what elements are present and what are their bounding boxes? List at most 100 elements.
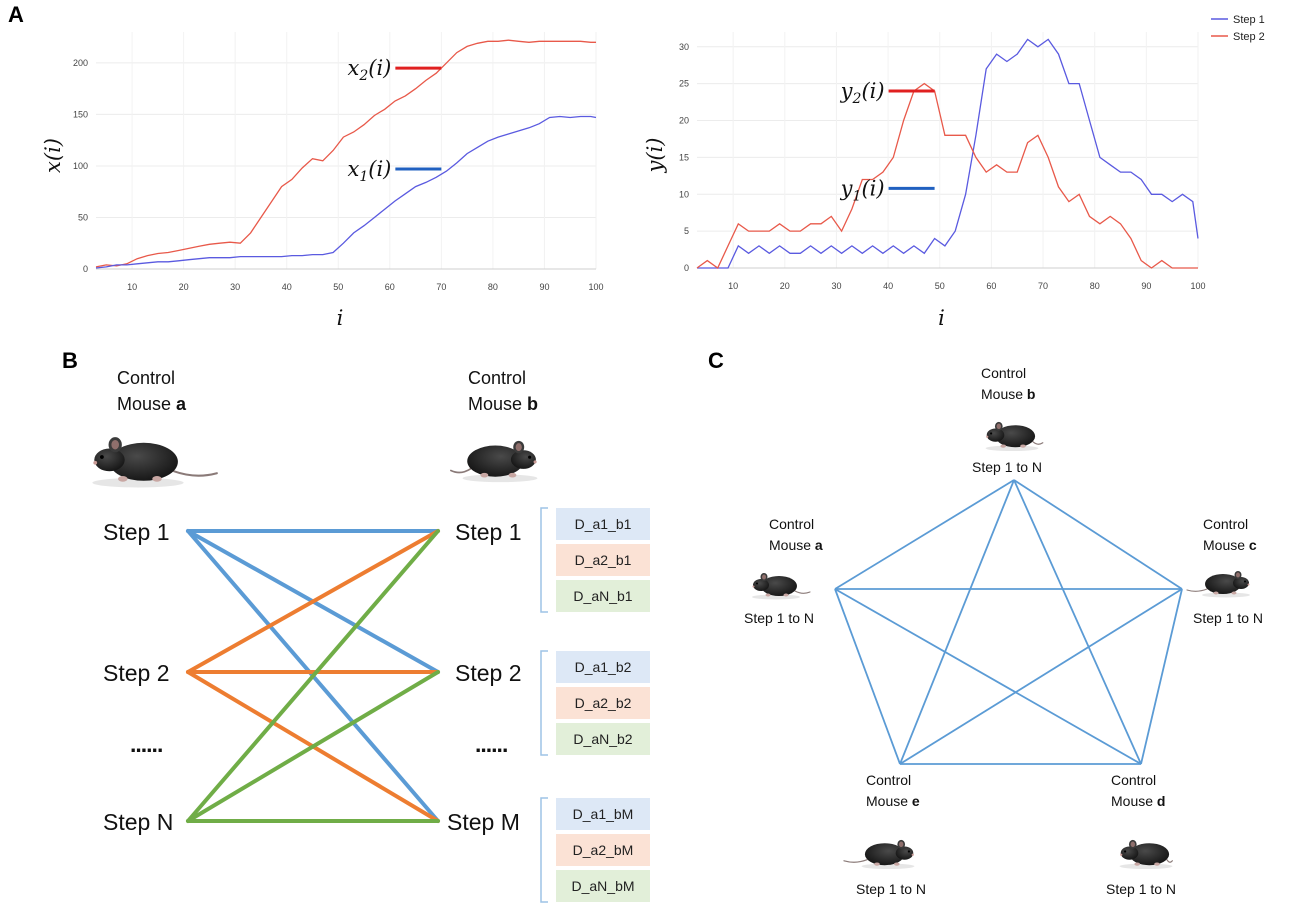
chart-right: 0 5 10 15 20 25 30 10 20 30 40 50 60 70 80 90 100 y2(i) y1… <box>643 14 1265 330</box>
chart-left: 0 50 100 150 200 10 20 30 40 50 60 70 80 90 100 x2(i) x1… <box>41 32 604 330</box>
mouse-connection <box>834 479 1015 590</box>
x-tick-label: 60 <box>385 282 395 292</box>
connection-line <box>186 529 440 823</box>
mouse-icon <box>985 421 1044 452</box>
pentagram-connections <box>834 479 1183 765</box>
y-tick-label: 20 <box>679 116 689 126</box>
mouse-connection <box>1140 588 1183 765</box>
x-tick-label: 70 <box>436 282 446 292</box>
x-tick-label: 80 <box>1090 281 1100 291</box>
mouse-c-c-step: Step 1 to N <box>1193 610 1263 626</box>
mouse-b-label-line2: Mouse b <box>468 394 538 414</box>
y-tick-label: 15 <box>679 152 689 162</box>
distance-label: D_aN_b2 <box>573 731 632 747</box>
x-tick-label: 80 <box>488 282 498 292</box>
mouse-c-d-line1: Control <box>1111 772 1156 788</box>
x-tick-label: 60 <box>986 281 996 291</box>
series-line-step-1 <box>95 115 597 269</box>
distance-box <box>556 651 650 683</box>
x-tick-label: 40 <box>883 281 893 291</box>
series-line-step-2 <box>95 39 596 268</box>
mouse-a-label-line2: Mouse a <box>117 394 187 414</box>
connection-line <box>186 670 440 823</box>
distance-label: D_a2_bM <box>573 842 634 858</box>
mouse-connection <box>899 588 1183 765</box>
mouse-connection <box>1013 479 1142 765</box>
legend-entry: Step 2 <box>1233 31 1265 43</box>
mouse-c-d-step: Step 1 to N <box>1106 881 1176 897</box>
mouse-c-e-line1: Control <box>866 772 911 788</box>
x-tick-label: 100 <box>588 282 603 292</box>
distance-box <box>556 870 650 902</box>
distance-boxes: D_a1_b1 D_a2_b1 D_aN_b1 D_a1_b2 D_a2_b2 D_aN_… <box>540 507 650 903</box>
x-tick-label: 50 <box>935 281 945 291</box>
panel-letter-c: C <box>708 348 724 373</box>
y-tick-label: 200 <box>73 58 88 68</box>
distance-box <box>556 508 650 540</box>
y-tick-label: 50 <box>78 212 88 222</box>
panel-letter-a: A <box>8 2 24 27</box>
annotation-label: x1(i) <box>347 157 391 185</box>
x-tick-label: 20 <box>179 282 189 292</box>
x-tick-label: 90 <box>539 282 549 292</box>
mouse-connection <box>1013 479 1183 590</box>
group-bracket <box>540 650 548 756</box>
y-tick-label: 30 <box>679 42 689 52</box>
y-tick-label: 150 <box>73 109 88 119</box>
annotation-label: y1(i) <box>840 176 885 204</box>
right-step-m: Step M <box>447 809 520 835</box>
connection-line <box>186 529 440 674</box>
distance-box <box>556 798 650 830</box>
distance-label: D_a1_bM <box>573 806 634 822</box>
x-axis-label: i <box>337 306 344 330</box>
x-tick-label: 30 <box>230 282 240 292</box>
mouse-icon <box>843 839 915 870</box>
y-tick-label: 10 <box>679 189 689 199</box>
x-tick-label: 70 <box>1038 281 1048 291</box>
y-axis-label: x(i) <box>41 138 65 173</box>
mouse-icon <box>450 440 538 483</box>
x-tick-label: 40 <box>282 282 292 292</box>
distance-box <box>556 544 650 576</box>
distance-box <box>556 834 650 866</box>
mouse-connection <box>899 479 1015 765</box>
series-line-step-2 <box>696 82 1198 269</box>
x-tick-label: 100 <box>1190 281 1205 291</box>
left-step-1: Step 1 <box>103 519 170 545</box>
series-line-step-1 <box>697 38 1199 269</box>
mouse-icon <box>1186 571 1250 598</box>
distance-label: D_a1_b2 <box>575 659 632 675</box>
mouse-connection <box>834 588 901 765</box>
mouse-c-c-line1: Control <box>1203 516 1248 532</box>
mouse-b-label-line1: Control <box>468 368 526 388</box>
right-step-2: Step 2 <box>455 660 522 686</box>
y-tick-label: 0 <box>684 263 689 273</box>
mouse-c-c-line2: Mouse c <box>1203 537 1257 553</box>
x-tick-label: 10 <box>127 282 137 292</box>
distance-label: D_a1_b1 <box>575 516 632 532</box>
group-bracket <box>540 507 548 613</box>
x-tick-label: 10 <box>728 281 738 291</box>
mouse-icon <box>92 437 218 488</box>
left-step-n: Step N <box>103 809 173 835</box>
distance-box <box>556 723 650 755</box>
distance-label: D_a2_b2 <box>575 695 632 711</box>
mouse-icon <box>752 573 811 600</box>
mouse-c-a-line2: Mouse a <box>769 537 823 553</box>
y-tick-label: 5 <box>684 226 689 236</box>
step-connections <box>186 529 440 823</box>
x-tick-label: 50 <box>333 282 343 292</box>
legend-entry: Step 1 <box>1233 14 1265 26</box>
panel-letter-b: B <box>62 348 78 373</box>
x-tick-label: 90 <box>1141 281 1151 291</box>
x-tick-label: 30 <box>831 281 841 291</box>
y-axis-label: y(i) <box>643 138 667 174</box>
y-tick-label: 100 <box>73 161 88 171</box>
right-step-1: Step 1 <box>455 519 522 545</box>
mouse-c-e-line2: Mouse e <box>866 793 920 809</box>
mouse-icon <box>1119 839 1174 870</box>
panel-c: Control Mouse b Step 1 to N Control Mous… <box>744 365 1263 897</box>
distance-box <box>556 687 650 719</box>
left-ellipsis: ...... <box>130 731 162 757</box>
